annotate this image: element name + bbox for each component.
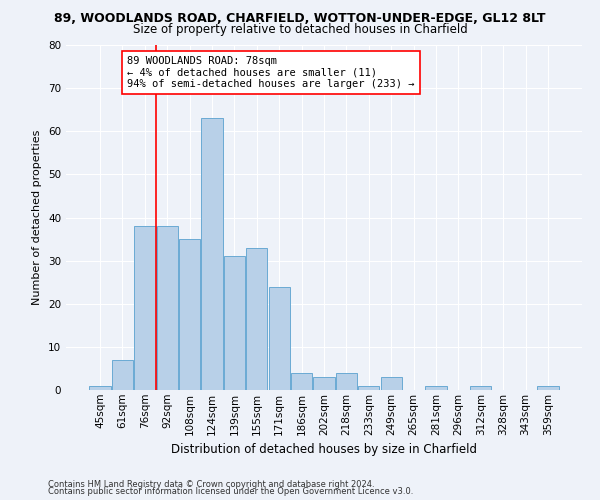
Bar — [336, 373, 357, 390]
Bar — [358, 386, 379, 390]
Bar — [89, 386, 111, 390]
Bar — [179, 239, 200, 390]
Bar — [246, 248, 268, 390]
Bar — [470, 386, 491, 390]
Y-axis label: Number of detached properties: Number of detached properties — [32, 130, 43, 305]
Text: Contains HM Land Registry data © Crown copyright and database right 2024.: Contains HM Land Registry data © Crown c… — [48, 480, 374, 489]
Text: 89, WOODLANDS ROAD, CHARFIELD, WOTTON-UNDER-EDGE, GL12 8LT: 89, WOODLANDS ROAD, CHARFIELD, WOTTON-UN… — [54, 12, 546, 26]
X-axis label: Distribution of detached houses by size in Charfield: Distribution of detached houses by size … — [171, 443, 477, 456]
Bar — [134, 226, 155, 390]
Bar — [269, 286, 290, 390]
Bar — [380, 377, 402, 390]
Text: Size of property relative to detached houses in Charfield: Size of property relative to detached ho… — [133, 22, 467, 36]
Bar — [291, 373, 312, 390]
Bar — [157, 226, 178, 390]
Bar — [224, 256, 245, 390]
Bar — [202, 118, 223, 390]
Bar — [537, 386, 559, 390]
Bar — [112, 360, 133, 390]
Text: 89 WOODLANDS ROAD: 78sqm
← 4% of detached houses are smaller (11)
94% of semi-de: 89 WOODLANDS ROAD: 78sqm ← 4% of detache… — [127, 56, 415, 89]
Text: Contains public sector information licensed under the Open Government Licence v3: Contains public sector information licen… — [48, 487, 413, 496]
Bar — [425, 386, 446, 390]
Bar — [313, 377, 335, 390]
